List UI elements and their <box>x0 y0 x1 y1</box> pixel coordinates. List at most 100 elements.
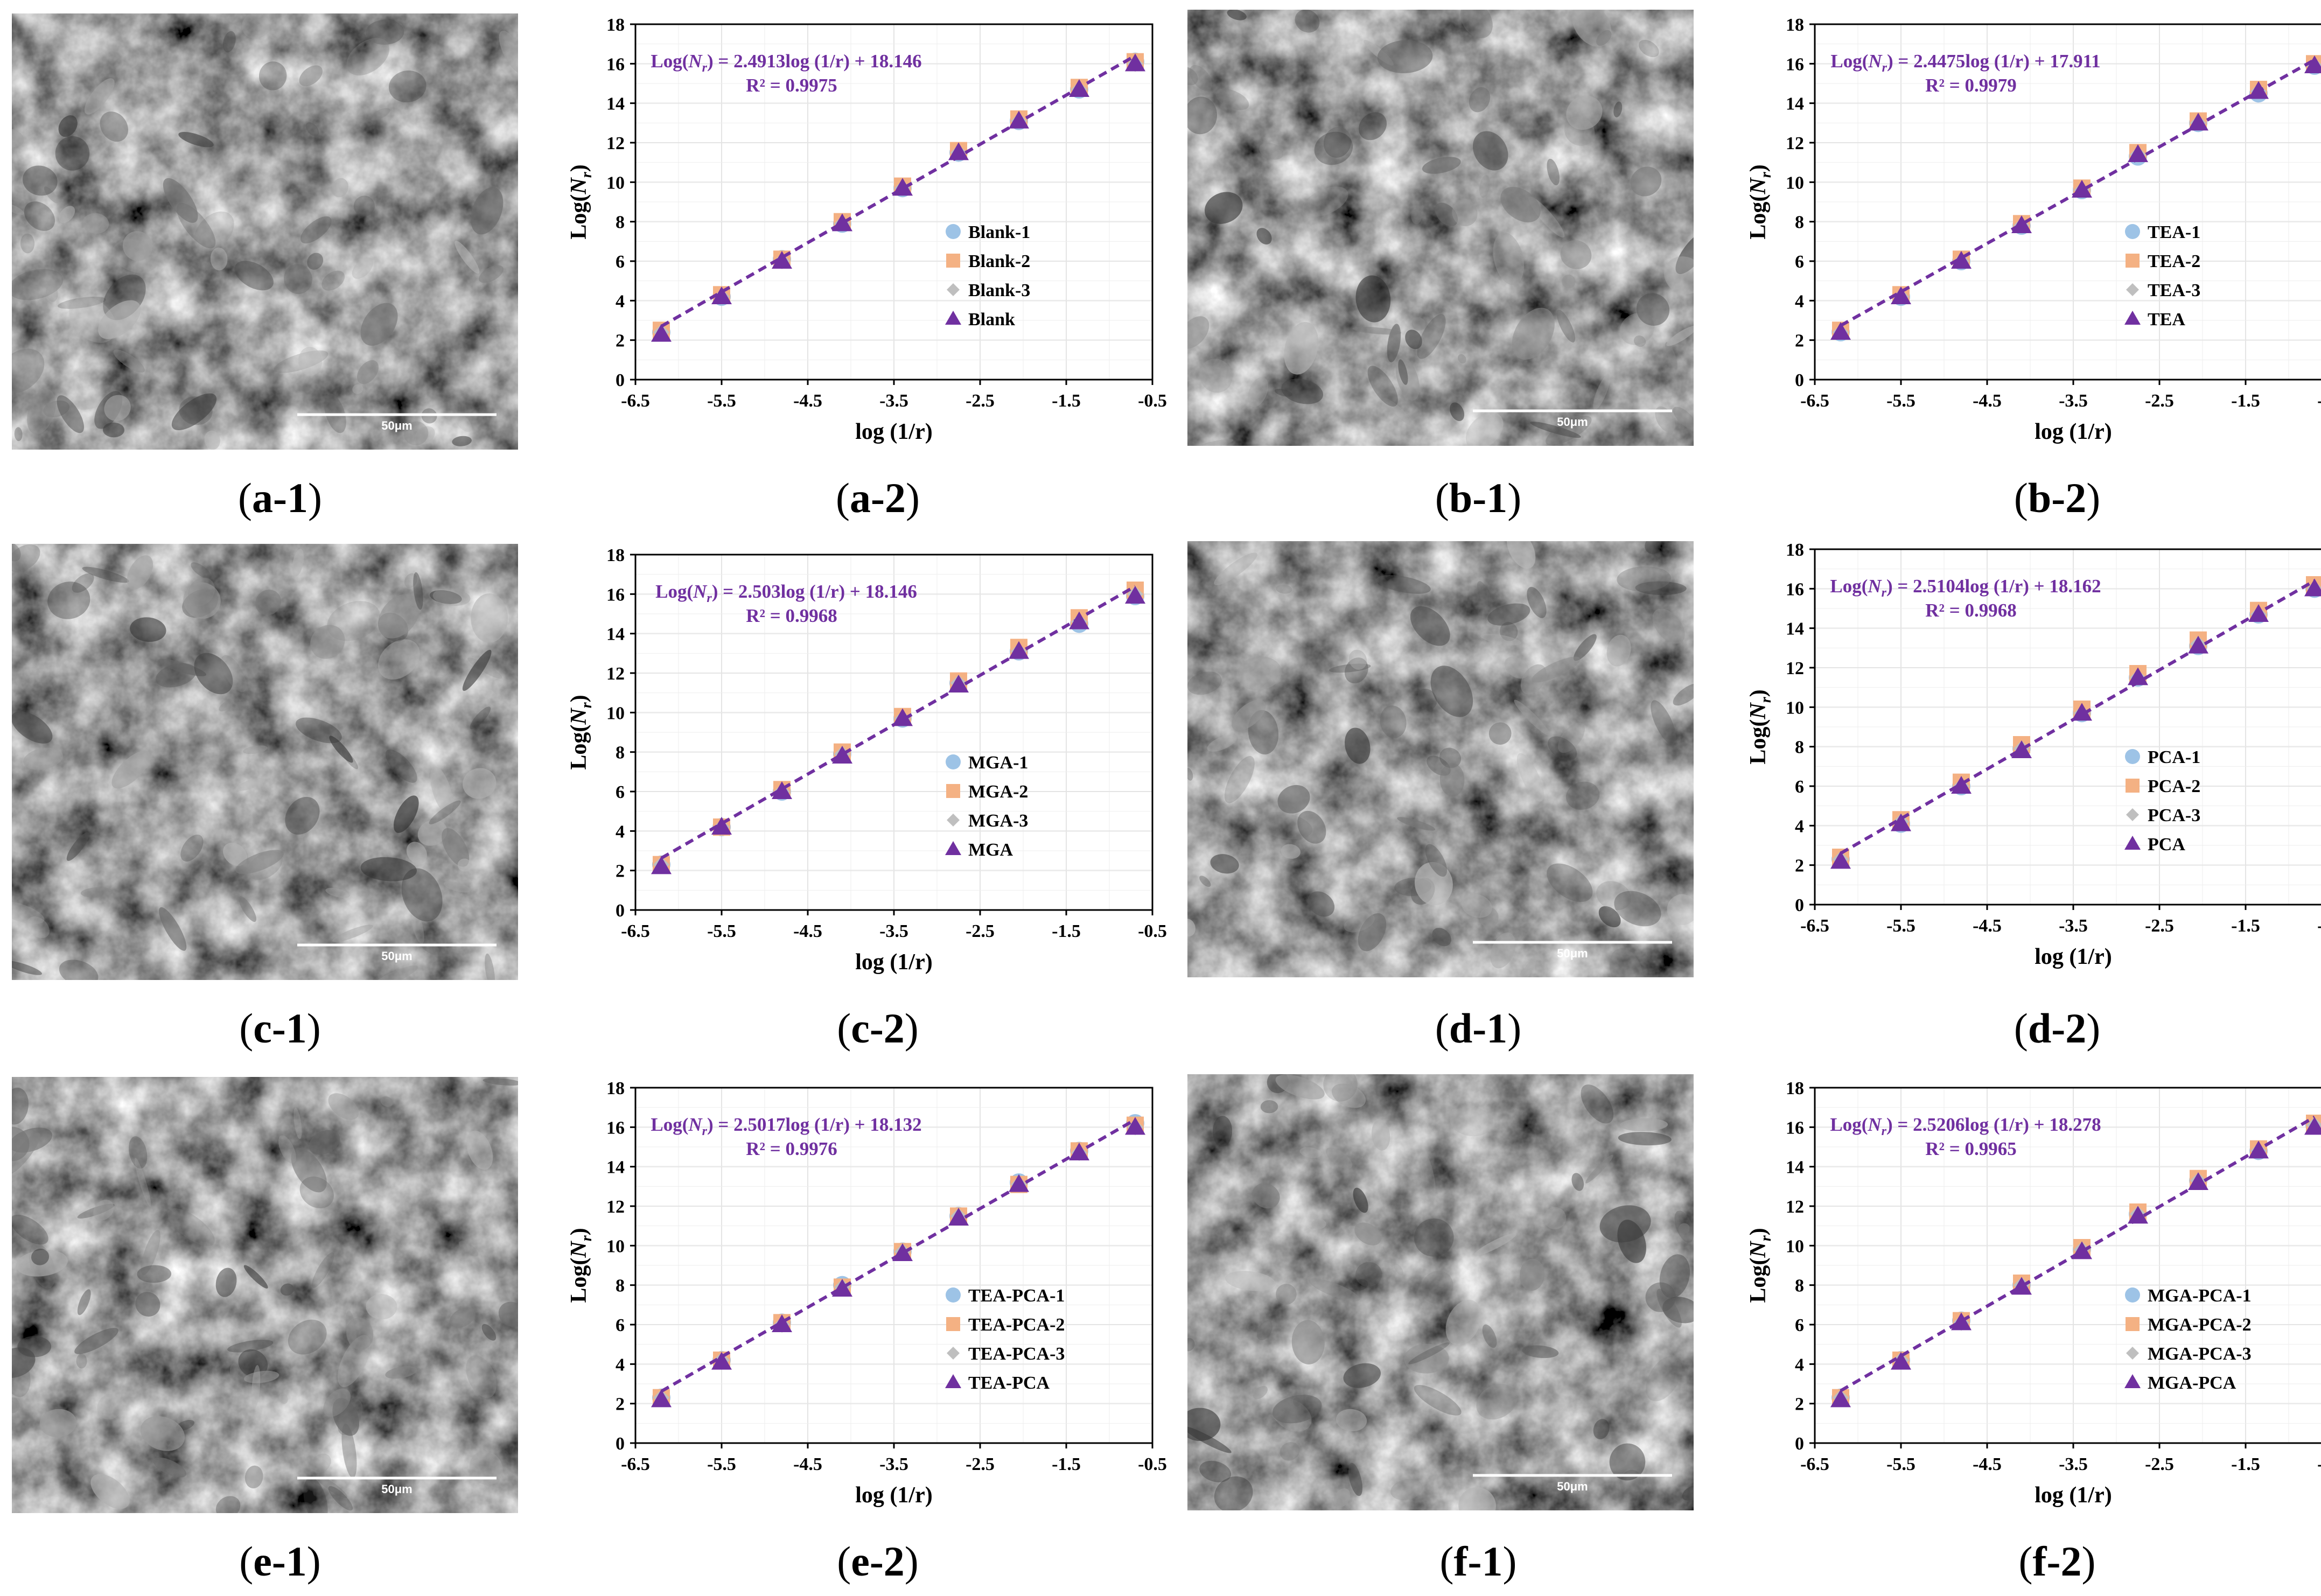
sem-grain <box>82 213 109 234</box>
sem-grain <box>74 1328 118 1354</box>
marker-MGA-PCA <box>1830 1389 1851 1408</box>
sem-grain <box>12 544 40 572</box>
sem-grain <box>341 1423 357 1478</box>
r-squared: R² = 0.9979 <box>1925 75 2016 96</box>
sem-grain <box>1343 1363 1381 1388</box>
x-tick-label: -6.5 <box>1800 391 1829 411</box>
sem-grain <box>1348 649 1367 670</box>
legend-marker-TEA-3 <box>2126 283 2139 296</box>
sem-grain <box>129 1136 148 1169</box>
marker-TEA <box>1891 286 1911 304</box>
sem-grain <box>1411 208 1422 225</box>
sem-grain <box>1383 398 1414 426</box>
sem-grain <box>1236 656 1282 690</box>
sem-grain <box>1336 1409 1367 1432</box>
sem-grain <box>1190 439 1234 446</box>
sem-grain <box>12 1214 48 1245</box>
sem-grain <box>370 108 390 121</box>
sem-grain <box>1562 275 1576 289</box>
sem-grain <box>1187 96 1218 135</box>
sem-grain <box>1439 747 1462 768</box>
sem-grain <box>153 1457 187 1478</box>
sem-grain <box>183 582 221 619</box>
sem-grain <box>1291 1320 1325 1364</box>
sem-grain <box>311 1453 331 1473</box>
legend-label: TEA-3 <box>2148 281 2200 300</box>
sem-grain <box>325 887 350 898</box>
marker-MGA <box>772 781 792 799</box>
sem-grain <box>191 562 211 579</box>
sem-grain <box>1500 187 1541 222</box>
sem-grain <box>1565 781 1600 810</box>
sem-grain <box>1609 1443 1646 1481</box>
sem-grain <box>366 1294 397 1320</box>
sem-grain <box>385 1366 417 1379</box>
sem-grain <box>12 348 45 394</box>
x-tick-label: -0.5 <box>2317 391 2321 411</box>
x-tick-label: -2.5 <box>966 921 995 941</box>
sem-grain <box>1189 65 1213 91</box>
y-tick-label: 10 <box>1786 173 1804 193</box>
sem-image-d1: 50μm <box>1187 541 1694 977</box>
sem-grain <box>1405 330 1422 349</box>
sem-grain <box>337 1335 371 1387</box>
sem-grain <box>55 136 90 171</box>
sem-grain <box>284 264 312 295</box>
sem-grain <box>278 1135 296 1164</box>
sem-grain <box>1472 131 1508 171</box>
caption-e1: (e-1) <box>239 1538 321 1585</box>
sem-grain <box>1547 158 1560 186</box>
sem-grain <box>388 71 427 103</box>
marker-TEA <box>2072 180 2092 198</box>
y-axis-label: Log(Nr) <box>567 1228 595 1303</box>
caption-c2: (c-2) <box>837 1005 919 1052</box>
marker-PCA <box>2072 703 2092 721</box>
marker-PCA <box>2248 604 2269 622</box>
sem-grain <box>1207 734 1237 752</box>
legend-label: TEA <box>2148 310 2185 330</box>
y-tick-label: 2 <box>1795 331 1804 351</box>
sem-grain <box>1232 699 1266 731</box>
sem-grain <box>1513 956 1537 977</box>
marker-TEA <box>2248 81 2269 99</box>
marker-TEA-PCA <box>948 1208 969 1226</box>
sem-grain <box>393 795 419 833</box>
sem-grain <box>20 233 35 254</box>
sem-background <box>1187 541 1694 977</box>
marker-TEA <box>2304 55 2321 73</box>
caption-d1: (d-1) <box>1435 1005 1522 1052</box>
chart-svg: -6.5 -5.5 -4.5 -3.5 -2.5 -1.5 -0.5 0 2 4 6 8 10 12 14 1… <box>567 1079 1167 1508</box>
marker-MGA-PCA <box>1951 1312 1972 1331</box>
sem-grain <box>1479 907 1499 928</box>
sem-grain <box>244 1465 263 1489</box>
legend-label: TEA-PCA-3 <box>968 1344 1065 1364</box>
sem-grain <box>204 430 220 450</box>
sem-grain <box>113 349 145 373</box>
caption-a2: (a-2) <box>836 474 920 521</box>
sem-grain <box>285 796 320 835</box>
sem-grain <box>1458 354 1466 363</box>
sem-grain <box>179 396 213 425</box>
sem-grain <box>1404 1343 1449 1374</box>
sem-texture: 50μm <box>12 1077 518 1513</box>
y-tick-label: 16 <box>606 54 625 74</box>
sem-grain <box>1272 1395 1322 1424</box>
sem-grain <box>278 1393 288 1404</box>
sem-grain <box>1504 656 1529 679</box>
sem-grain <box>1408 1342 1450 1364</box>
y-axis-label: Log(Nr) <box>1746 1228 1774 1303</box>
marker-TEA <box>1951 251 1972 269</box>
sem-grain <box>235 778 265 791</box>
sem-grain <box>485 953 495 980</box>
sem-grain <box>12 269 64 300</box>
legend-label: PCA <box>2148 835 2185 855</box>
sem-grain <box>463 768 497 799</box>
sem-grain <box>1527 586 1547 618</box>
sem-grain <box>1410 606 1450 646</box>
sem-grain <box>66 832 89 861</box>
sem-grain <box>1355 1262 1382 1287</box>
sem-grain <box>1358 913 1387 951</box>
x-tick-label: -1.5 <box>1052 1454 1081 1474</box>
sem-grain <box>1633 335 1646 347</box>
sem-grain <box>1204 192 1243 224</box>
